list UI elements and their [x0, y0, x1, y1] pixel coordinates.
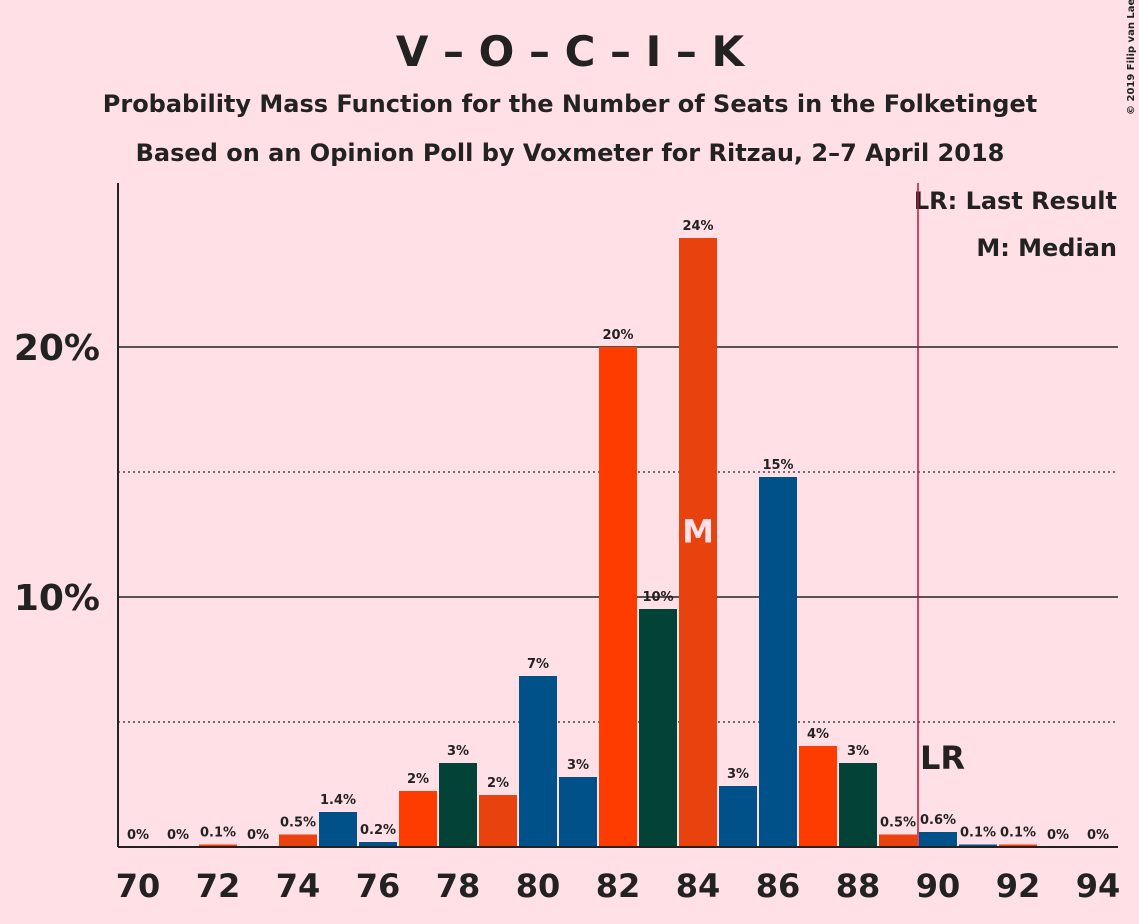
x-tick-label: 88 [836, 867, 881, 905]
legend-entry: M: Median [976, 234, 1117, 262]
x-tick-label: 90 [916, 867, 961, 905]
chart-subtitle: Based on an Opinion Poll by Voxmeter for… [136, 139, 1005, 167]
x-tick-label: 82 [596, 867, 641, 905]
x-tick-label: 74 [276, 867, 321, 905]
value-label: 0.5% [880, 816, 916, 831]
value-label: 0.1% [960, 826, 996, 841]
copyright: © 2019 Filip van Laenen [1126, 0, 1137, 115]
bar [639, 609, 677, 847]
bar [439, 763, 477, 847]
x-tick-label: 86 [756, 867, 801, 905]
bar [759, 477, 797, 847]
value-label: 10% [642, 590, 673, 605]
legend-entry: LR: Last Result [914, 187, 1117, 215]
median-marker: M [682, 513, 714, 551]
value-label: 0.6% [920, 813, 956, 828]
bar [839, 763, 877, 847]
y-tick-label: 20% [14, 328, 100, 369]
bar [799, 746, 837, 847]
value-label: 2% [487, 776, 509, 791]
value-label: 0% [127, 828, 149, 843]
last-result-marker: LR [920, 739, 965, 777]
bar [879, 834, 917, 847]
value-label: 0.5% [280, 816, 316, 831]
bar [519, 676, 557, 847]
value-label: 3% [727, 767, 749, 782]
bar [959, 844, 997, 847]
bar [399, 791, 437, 847]
x-tick-label: 72 [196, 867, 241, 905]
x-tick-label: 76 [356, 867, 401, 905]
value-label: 1.4% [320, 793, 356, 808]
x-tick-label: 84 [676, 867, 721, 905]
value-label: 15% [762, 458, 793, 473]
chart-title: V – O – C – I – K [396, 27, 746, 76]
value-label: 4% [807, 727, 829, 742]
bar [679, 238, 717, 847]
value-label: 2% [407, 772, 429, 787]
bar [279, 834, 317, 847]
bar [719, 786, 757, 847]
value-label: 0.2% [360, 823, 396, 838]
x-tick-label: 80 [516, 867, 561, 905]
value-label: 0.1% [200, 826, 236, 841]
bar [559, 777, 597, 847]
x-tick-label: 92 [996, 867, 1041, 905]
x-tick-label: 78 [436, 867, 481, 905]
y-tick-label: 10% [14, 578, 100, 619]
bar [999, 844, 1037, 847]
value-label: 3% [447, 744, 469, 759]
value-label: 0% [1087, 828, 1109, 843]
value-label: 7% [527, 657, 549, 672]
value-label: 3% [847, 744, 869, 759]
bar [479, 795, 517, 847]
x-tick-label: 94 [1076, 867, 1121, 905]
bar [199, 844, 237, 847]
value-label: 0% [247, 828, 269, 843]
bar [919, 832, 957, 847]
x-tick-label: 70 [116, 867, 161, 905]
value-label: 3% [567, 758, 589, 773]
value-label: 20% [602, 328, 633, 343]
value-label: 24% [682, 219, 713, 234]
bar [319, 812, 357, 847]
bar [359, 842, 397, 847]
value-label: 0% [167, 828, 189, 843]
bar [599, 347, 637, 847]
value-label: 0% [1047, 828, 1069, 843]
chart-subtitle: Probability Mass Function for the Number… [103, 90, 1037, 118]
value-label: 0.1% [1000, 826, 1036, 841]
